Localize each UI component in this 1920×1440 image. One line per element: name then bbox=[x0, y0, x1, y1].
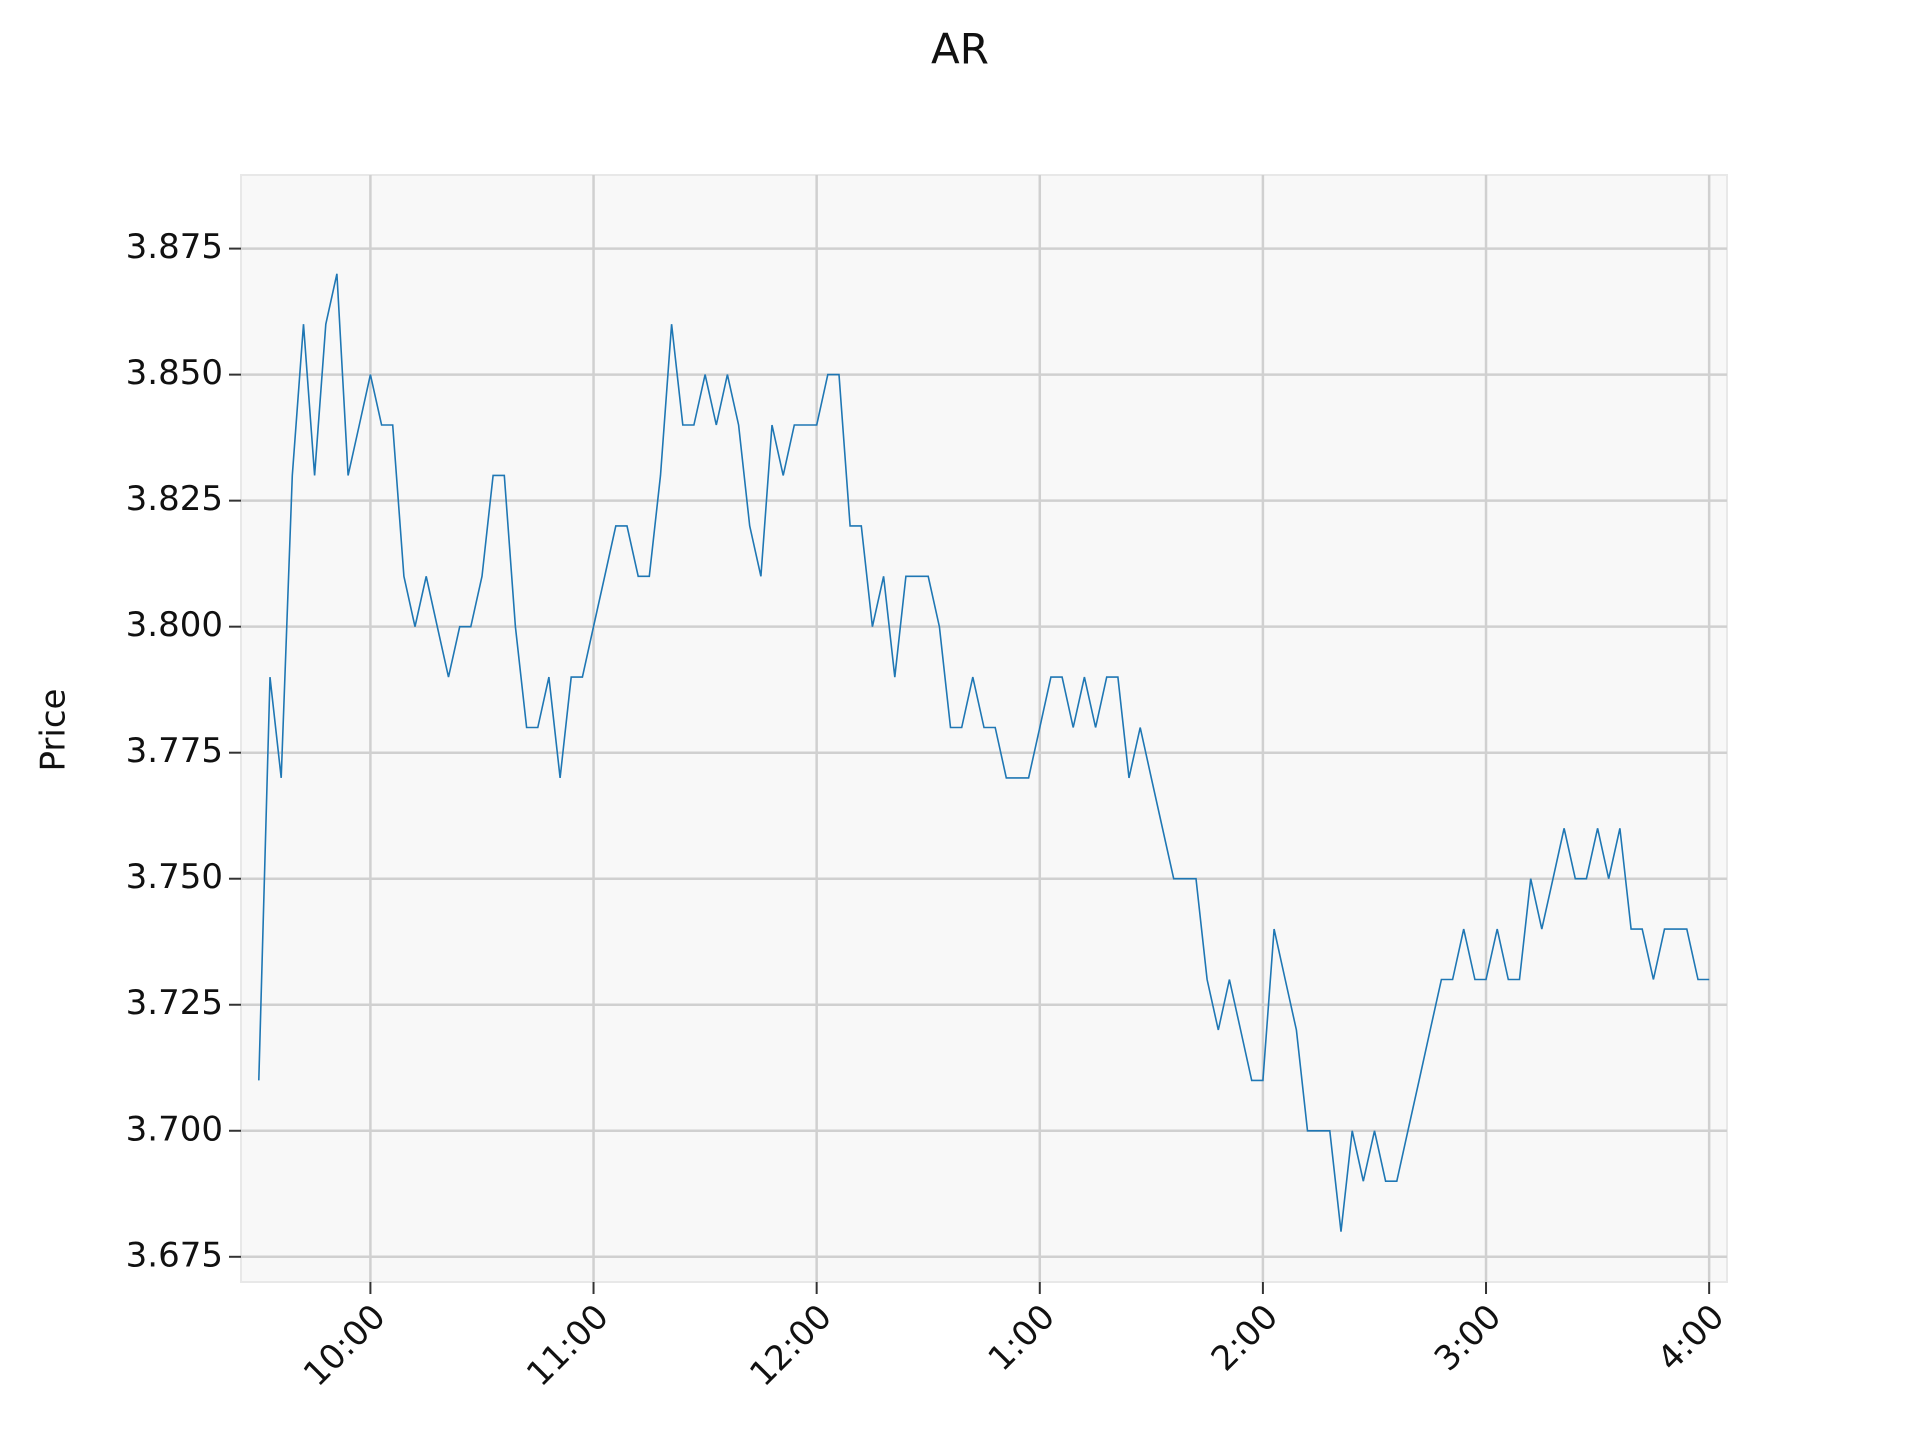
y-tick-label: 3.775 bbox=[126, 731, 223, 771]
x-tick-label: 1:00 bbox=[981, 1297, 1063, 1379]
y-tick-label: 3.675 bbox=[126, 1235, 223, 1275]
y-tick-label: 3.700 bbox=[126, 1109, 223, 1149]
x-tick-label: 4:00 bbox=[1650, 1297, 1732, 1379]
plot-area bbox=[240, 174, 1728, 1283]
price-line bbox=[258, 273, 1710, 1232]
x-tick-label: 2:00 bbox=[1204, 1297, 1286, 1379]
y-tick-label: 3.800 bbox=[126, 605, 223, 645]
y-tick-label: 3.850 bbox=[126, 353, 223, 393]
y-tick-label: 3.875 bbox=[126, 227, 223, 267]
chart-title: AR bbox=[931, 25, 989, 74]
x-tick-label: 3:00 bbox=[1427, 1297, 1509, 1379]
x-tick-label: 10:00 bbox=[296, 1297, 394, 1395]
y-tick-label: 3.825 bbox=[126, 479, 223, 519]
x-tick-label: 11:00 bbox=[519, 1297, 617, 1395]
y-axis-label: Price bbox=[34, 689, 74, 772]
x-tick-label: 12:00 bbox=[742, 1297, 840, 1395]
y-tick-label: 3.725 bbox=[126, 983, 223, 1023]
y-tick-label: 3.750 bbox=[126, 857, 223, 897]
